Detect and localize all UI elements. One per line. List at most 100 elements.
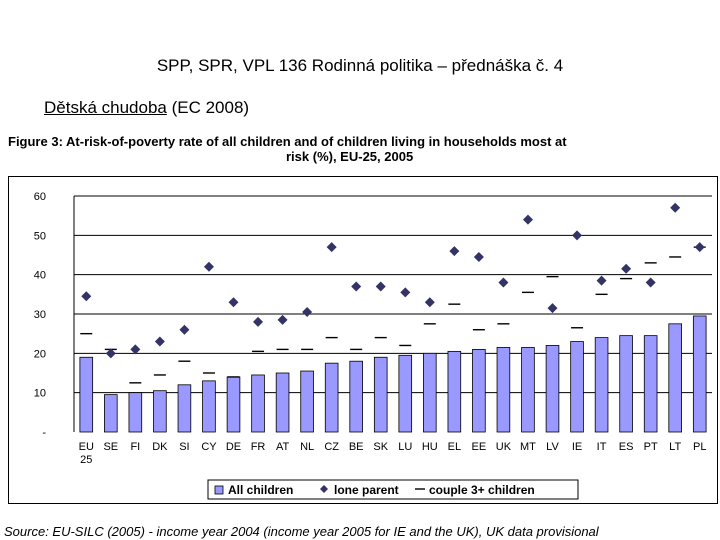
bar-all-children [275, 372, 290, 433]
x-tick-label: AT [276, 441, 290, 453]
x-tick-label: 25 [80, 454, 92, 466]
x-tick-label: FR [251, 441, 266, 453]
y-tick-label: 10 [34, 388, 46, 400]
x-tick-label: IE [572, 441, 582, 453]
bar-all-children [423, 352, 437, 433]
bar-all-children [521, 347, 535, 433]
marker-lone-parent [253, 316, 264, 327]
x-tick-label: MT [520, 441, 536, 453]
x-tick-label: BE [349, 441, 364, 453]
x-tick-label: FI [130, 441, 140, 453]
bar-all-children [128, 392, 143, 433]
marker-lone-parent [424, 297, 435, 308]
bar-all-children [619, 335, 633, 433]
x-tick-label: SK [373, 441, 388, 453]
y-tick-label: 60 [34, 191, 46, 203]
legend-label-couple-3-children: couple 3+ children [429, 483, 535, 497]
bar-all-children [324, 362, 339, 433]
y-tick-label: 30 [34, 309, 46, 321]
bar-all-children [251, 374, 265, 433]
marker-lone-parent [694, 242, 705, 253]
x-tick-label: DK [152, 441, 168, 453]
bar-all-children [79, 356, 94, 433]
marker-lone-parent [203, 261, 214, 272]
marker-lone-parent [522, 214, 533, 225]
bar-all-children [300, 370, 314, 433]
x-tick-label: HU [422, 441, 438, 453]
x-tick-label: NL [300, 441, 314, 453]
marker-lone-parent [130, 344, 141, 355]
chart-frame [8, 176, 718, 504]
marker-lone-parent [473, 251, 484, 262]
marker-lone-parent [154, 336, 165, 347]
x-tick-label: DE [226, 441, 241, 453]
marker-lone-parent [302, 307, 313, 318]
bar-all-children [668, 323, 682, 433]
bar-all-children [447, 350, 462, 433]
figure-title-line1: Figure 3: At-risk-of-poverty rate of all… [8, 134, 567, 149]
marker-lone-parent [645, 277, 656, 288]
bar-all-children [496, 347, 511, 433]
bar-all-children [153, 390, 167, 433]
x-tick-label: ES [619, 441, 634, 453]
x-tick-label: UK [496, 441, 512, 453]
bar-all-children [373, 356, 388, 433]
marker-lone-parent [449, 246, 460, 257]
x-tick-label: LT [669, 441, 681, 453]
bar-all-children [545, 345, 560, 433]
slide-subtitle: Dětská chudoba (EC 2008) [44, 98, 249, 118]
figure-source: Source: EU-SILC (2005) - income year 200… [4, 524, 599, 539]
bar-all-children [177, 384, 192, 433]
y-tick-label: - [42, 427, 46, 439]
marker-lone-parent [179, 324, 190, 335]
x-tick-label: CZ [324, 441, 339, 453]
marker-lone-parent [400, 287, 411, 298]
x-tick-label: LV [546, 441, 559, 453]
bar-all-children [692, 315, 707, 433]
figure-title: Figure 3: At-risk-of-poverty rate of all… [8, 134, 720, 164]
bar-all-children [570, 341, 584, 433]
marker-lone-parent [326, 242, 337, 253]
marker-lone-parent [621, 263, 632, 274]
x-tick-label: PT [644, 441, 658, 453]
marker-lone-parent [277, 314, 288, 325]
marker-lone-parent [547, 303, 558, 314]
bar-all-children [472, 348, 486, 433]
y-tick-label: 40 [34, 270, 46, 282]
marker-lone-parent [498, 277, 509, 288]
bar-all-children [594, 337, 609, 433]
slide-title: SPP, SPR, VPL 136 Rodinná politika – pře… [156, 56, 564, 75]
subtitle-source: (EC 2008) [166, 98, 250, 117]
marker-lone-parent [81, 291, 92, 302]
x-tick-label: SE [103, 441, 118, 453]
bar-all-children [202, 380, 216, 433]
marker-lone-parent [572, 230, 583, 241]
x-tick-label: EU [79, 441, 94, 453]
marker-lone-parent [105, 348, 116, 359]
marker-lone-parent [228, 297, 239, 308]
bar-all-children [398, 354, 413, 433]
x-tick-label: EL [448, 441, 461, 453]
marker-lone-parent [670, 202, 681, 213]
x-tick-label: LU [398, 441, 412, 453]
legend-swatch-lone-parent [320, 485, 328, 493]
marker-lone-parent [351, 281, 362, 292]
x-tick-label: EE [472, 441, 487, 453]
subtitle-topic: Dětská chudoba [44, 98, 167, 117]
legend-label-lone-parent: lone parent [334, 483, 399, 497]
bar-all-children [226, 376, 241, 433]
x-tick-label: IT [597, 441, 607, 453]
y-tick-label: 20 [34, 348, 46, 360]
y-tick-label: 50 [34, 230, 46, 242]
legend-label-all-children: All children [228, 483, 293, 497]
marker-lone-parent [596, 275, 607, 286]
bar-all-children [643, 335, 658, 433]
legend-box [207, 479, 579, 500]
bar-all-children [104, 394, 118, 433]
figure-title-line2: risk (%), EU-25, 2005 [286, 149, 414, 164]
x-tick-label: CY [201, 441, 217, 453]
x-tick-label: SI [179, 441, 189, 453]
bar-all-children [349, 360, 363, 433]
legend-swatch-all-children [214, 485, 224, 495]
